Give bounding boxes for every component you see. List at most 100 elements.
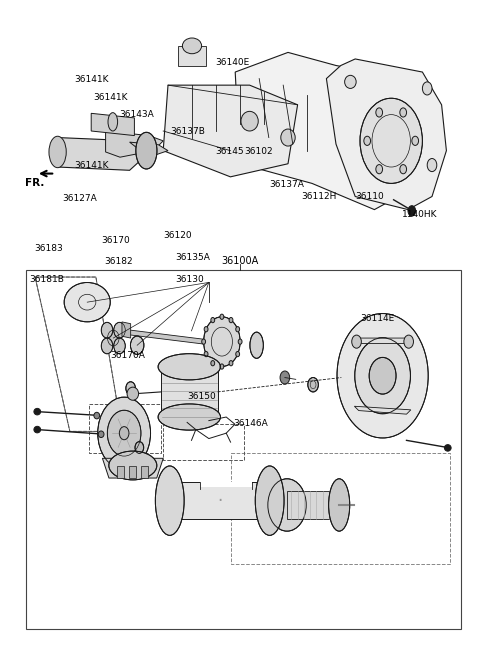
Polygon shape xyxy=(200,481,252,487)
Text: 36182: 36182 xyxy=(105,257,133,267)
Ellipse shape xyxy=(158,354,220,380)
Bar xyxy=(26,270,461,629)
Text: 36127A: 36127A xyxy=(62,194,97,203)
Text: 36141K: 36141K xyxy=(74,161,109,170)
Polygon shape xyxy=(163,85,298,177)
Ellipse shape xyxy=(211,361,215,366)
Ellipse shape xyxy=(101,322,113,338)
Ellipse shape xyxy=(308,377,318,392)
Ellipse shape xyxy=(422,82,432,95)
Ellipse shape xyxy=(444,445,451,451)
Ellipse shape xyxy=(109,451,157,480)
Ellipse shape xyxy=(158,404,220,430)
Polygon shape xyxy=(235,52,432,210)
Ellipse shape xyxy=(108,410,141,456)
Text: 36170A: 36170A xyxy=(110,350,145,360)
Ellipse shape xyxy=(114,338,125,354)
Ellipse shape xyxy=(400,108,407,117)
Text: 36100A: 36100A xyxy=(221,256,259,267)
Text: 36102: 36102 xyxy=(244,147,273,156)
Text: 36114E: 36114E xyxy=(360,314,394,324)
Bar xyxy=(141,466,148,478)
Ellipse shape xyxy=(238,339,242,345)
Ellipse shape xyxy=(360,98,422,183)
Ellipse shape xyxy=(345,75,356,88)
Ellipse shape xyxy=(255,466,284,535)
Polygon shape xyxy=(102,458,163,478)
Text: 36137A: 36137A xyxy=(270,179,305,189)
Text: 36137B: 36137B xyxy=(170,126,205,136)
Ellipse shape xyxy=(364,136,371,145)
Ellipse shape xyxy=(376,108,383,117)
Ellipse shape xyxy=(135,441,144,453)
Text: 36181B: 36181B xyxy=(29,274,64,284)
Polygon shape xyxy=(122,322,131,338)
Ellipse shape xyxy=(202,339,205,345)
Text: 36183: 36183 xyxy=(35,244,63,253)
Text: 36145: 36145 xyxy=(215,147,244,156)
Polygon shape xyxy=(122,329,213,345)
Ellipse shape xyxy=(220,364,224,369)
Ellipse shape xyxy=(236,352,240,357)
Polygon shape xyxy=(161,367,217,417)
Text: 36120: 36120 xyxy=(163,231,192,240)
Polygon shape xyxy=(170,481,270,519)
Ellipse shape xyxy=(49,136,66,168)
Ellipse shape xyxy=(98,397,151,469)
Ellipse shape xyxy=(108,113,118,131)
Ellipse shape xyxy=(236,327,240,332)
Text: 36112H: 36112H xyxy=(301,192,337,201)
Bar xyxy=(117,466,124,478)
Text: ·: · xyxy=(217,492,222,510)
Ellipse shape xyxy=(120,426,129,440)
Ellipse shape xyxy=(229,361,233,366)
Polygon shape xyxy=(326,59,446,210)
Ellipse shape xyxy=(220,314,224,320)
Ellipse shape xyxy=(268,479,306,531)
Ellipse shape xyxy=(211,318,215,323)
Text: 36140E: 36140E xyxy=(215,58,249,67)
Ellipse shape xyxy=(376,164,383,174)
Ellipse shape xyxy=(412,136,419,145)
Bar xyxy=(129,466,136,478)
Ellipse shape xyxy=(281,129,295,146)
Ellipse shape xyxy=(114,322,125,338)
Ellipse shape xyxy=(126,382,135,395)
Ellipse shape xyxy=(182,38,202,54)
Text: 36135A: 36135A xyxy=(175,253,210,262)
Text: 36110: 36110 xyxy=(355,192,384,201)
Text: 36130: 36130 xyxy=(175,274,204,284)
Ellipse shape xyxy=(280,371,289,384)
Ellipse shape xyxy=(250,332,264,358)
Ellipse shape xyxy=(204,327,208,332)
Text: 36170: 36170 xyxy=(101,236,130,245)
Text: 36143A: 36143A xyxy=(119,110,154,119)
Polygon shape xyxy=(35,277,122,432)
Ellipse shape xyxy=(34,426,41,433)
Ellipse shape xyxy=(355,338,410,414)
Text: 36141K: 36141K xyxy=(74,75,109,84)
Ellipse shape xyxy=(127,387,139,400)
Text: 36141K: 36141K xyxy=(94,93,128,102)
Ellipse shape xyxy=(427,159,437,172)
Ellipse shape xyxy=(404,335,413,348)
Ellipse shape xyxy=(204,317,240,367)
Ellipse shape xyxy=(241,111,258,131)
Ellipse shape xyxy=(337,314,428,438)
Text: 1140HK: 1140HK xyxy=(402,210,438,219)
Text: 36150: 36150 xyxy=(187,392,216,401)
Ellipse shape xyxy=(108,330,119,346)
Polygon shape xyxy=(58,138,144,170)
Ellipse shape xyxy=(101,338,113,354)
Polygon shape xyxy=(106,131,163,157)
Text: 36146A: 36146A xyxy=(234,419,268,428)
Polygon shape xyxy=(354,338,411,343)
Ellipse shape xyxy=(400,164,407,174)
Ellipse shape xyxy=(34,408,41,415)
Ellipse shape xyxy=(369,358,396,394)
Text: FR.: FR. xyxy=(25,178,44,189)
Ellipse shape xyxy=(136,132,157,169)
Polygon shape xyxy=(130,142,168,157)
Ellipse shape xyxy=(229,318,233,323)
Ellipse shape xyxy=(204,352,208,357)
